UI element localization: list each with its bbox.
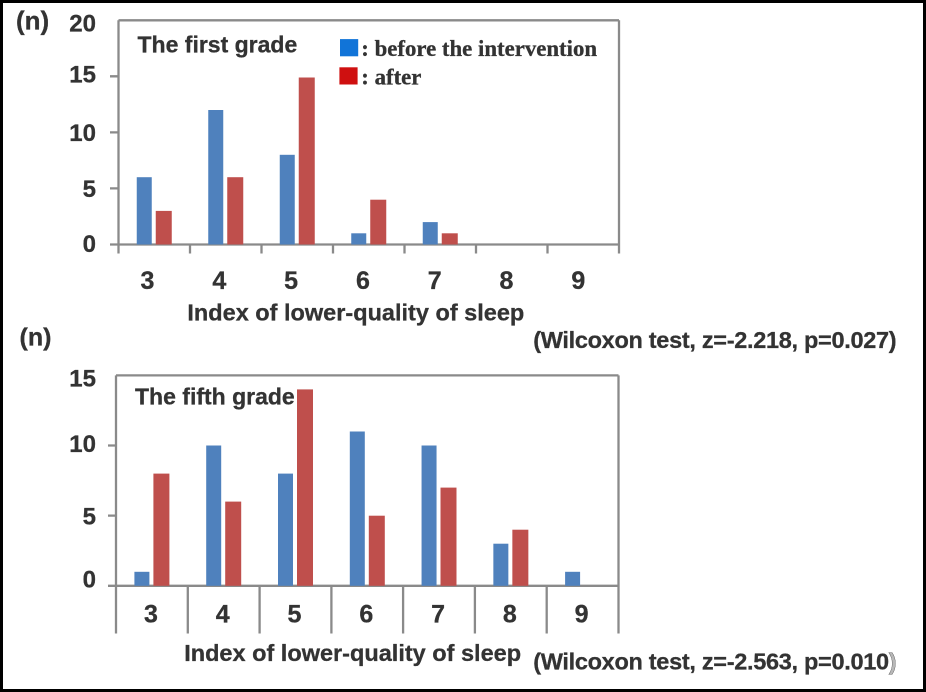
svg-text:4: 4 <box>212 267 226 295</box>
svg-text:0: 0 <box>83 231 96 258</box>
svg-text:5: 5 <box>284 267 298 295</box>
svg-text:15: 15 <box>69 365 96 392</box>
svg-text:Index of lower-quality of slee: Index of lower-quality of sleep <box>187 300 524 326</box>
svg-text:(n): (n) <box>20 324 52 352</box>
svg-text:7: 7 <box>428 267 442 295</box>
svg-text:Index of lower-quality of slee: Index of lower-quality of sleep <box>184 640 521 666</box>
svg-text:(Wilcoxon test, z=-2.218, p=0.: (Wilcoxon test, z=-2.218, p=0.027) <box>533 327 896 353</box>
svg-text:3: 3 <box>141 267 155 295</box>
svg-text:10: 10 <box>69 431 96 458</box>
svg-text:: before the intervention: : before the intervention <box>361 36 597 61</box>
svg-text:0: 0 <box>83 567 96 594</box>
svg-text:(n): (n) <box>16 6 49 36</box>
svg-text:6: 6 <box>356 267 370 295</box>
svg-text:The first grade: The first grade <box>138 32 298 58</box>
svg-text:5: 5 <box>83 176 96 203</box>
svg-text:15: 15 <box>69 62 96 89</box>
svg-text:8: 8 <box>503 601 517 629</box>
svg-text:6: 6 <box>359 601 373 629</box>
svg-text:4: 4 <box>216 601 230 629</box>
svg-text:8: 8 <box>500 267 514 295</box>
svg-text:20: 20 <box>69 11 96 38</box>
svg-text:: after: : after <box>361 64 421 89</box>
svg-text:3: 3 <box>144 601 158 629</box>
svg-text:9: 9 <box>575 601 589 629</box>
svg-text:5: 5 <box>288 601 302 629</box>
svg-text:9: 9 <box>571 267 585 295</box>
svg-text:10: 10 <box>69 120 96 147</box>
svg-text:(Wilcoxon test, z=-2.563, p=0.: (Wilcoxon test, z=-2.563, p=0.010) <box>533 649 896 675</box>
svg-text:The fifth grade: The fifth grade <box>135 384 295 410</box>
svg-text:7: 7 <box>431 601 445 629</box>
svg-text:5: 5 <box>83 503 96 530</box>
